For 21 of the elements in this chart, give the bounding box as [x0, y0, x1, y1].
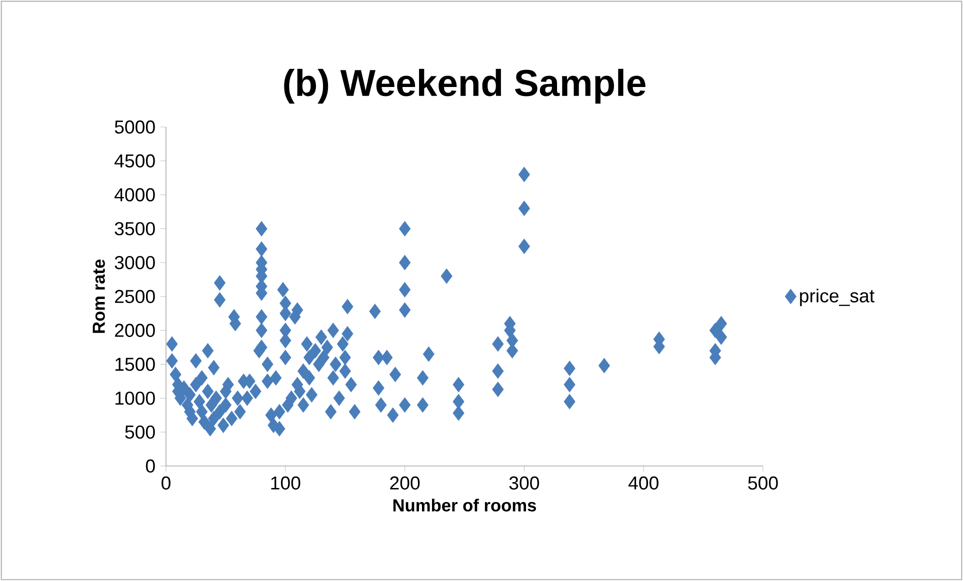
y-tick-label: 2500 [115, 290, 155, 304]
legend-label: price_sat [800, 288, 874, 306]
x-tick-label: 400 [628, 476, 658, 490]
x-tick-label: 100 [271, 476, 300, 490]
y-tick-label: 1000 [116, 392, 155, 405]
x-tick-label: 300 [509, 476, 540, 490]
y-tick-label: 1500 [116, 358, 155, 371]
x-tick-label: 200 [390, 476, 420, 490]
y-tick-label: 4500 [114, 154, 155, 168]
y-tick-label: 500 [125, 425, 155, 439]
y-tick-label: 3000 [114, 256, 155, 270]
y-axis-title: Rom rate [92, 260, 105, 333]
chart-title: (b) Weekend Sample [284, 68, 646, 104]
y-tick-label: 0 [146, 459, 155, 473]
y-tick-label: 3500 [114, 222, 155, 236]
x-axis-title: Number of rooms [393, 498, 536, 512]
x-tick-label: 500 [748, 476, 778, 490]
x-tick-label: 0 [162, 476, 170, 490]
y-tick-label: 4000 [114, 188, 155, 202]
y-tick-label: 5000 [114, 120, 155, 134]
y-tick-label: 2000 [115, 324, 155, 337]
